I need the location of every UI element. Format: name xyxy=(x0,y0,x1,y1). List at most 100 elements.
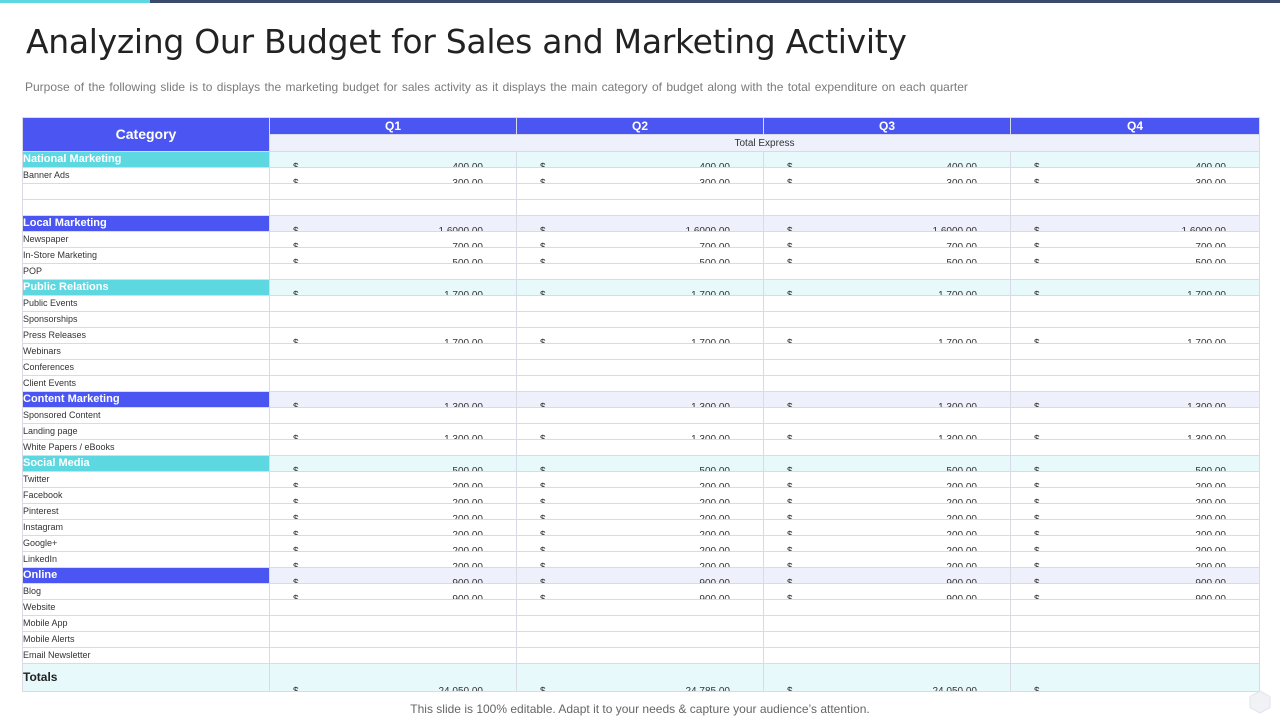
currency-symbol: $ xyxy=(1034,685,1040,692)
row-label xyxy=(22,183,270,200)
row-label: Press Releases xyxy=(22,327,270,344)
currency-symbol: $ xyxy=(293,685,299,692)
amount: 200.00 xyxy=(1195,497,1226,504)
amount: 300.00 xyxy=(1195,177,1226,184)
value-cell: $200.00 xyxy=(763,551,1011,568)
currency-symbol: $ xyxy=(787,257,793,264)
value-cell: $200.00 xyxy=(269,503,517,520)
value-cell: $1,300.00 xyxy=(1010,391,1260,408)
amount: 500.00 xyxy=(699,257,730,264)
table-row: White Papers / eBooks xyxy=(22,439,1260,456)
currency-symbol: $ xyxy=(1034,497,1040,504)
table-row xyxy=(22,183,1260,200)
amount: 200.00 xyxy=(452,481,483,488)
amount: 1,6000.00 xyxy=(685,225,731,232)
currency-symbol: $ xyxy=(1034,177,1040,184)
value-cell: $400.00 xyxy=(1010,151,1260,168)
row-label: Mobile App xyxy=(22,615,270,632)
value-cell: $500.00 xyxy=(516,455,764,472)
currency-symbol: $ xyxy=(1034,337,1040,344)
amount: 200.00 xyxy=(699,529,730,536)
table-row: Blog $900.00 $900.00 $900.00 $900.00 xyxy=(22,583,1260,600)
row-label: Facebook xyxy=(22,487,270,504)
currency-symbol: $ xyxy=(540,241,546,248)
amount: 700.00 xyxy=(452,241,483,248)
category-label: National Marketing xyxy=(22,151,270,168)
budget-table: Category Q1 Q2 Q3 Q4 Total Express Natio… xyxy=(22,117,1260,692)
amount: 1,300.00 xyxy=(938,433,977,440)
value-cell xyxy=(516,295,764,312)
amount: 1,700.00 xyxy=(691,337,730,344)
value-cell xyxy=(1010,615,1260,632)
quarter-header: Q3 xyxy=(763,117,1011,135)
value-cell: $1,300.00 xyxy=(1010,423,1260,440)
currency-symbol: $ xyxy=(293,337,299,344)
value-cell: $200.00 xyxy=(1010,503,1260,520)
top-accent-line xyxy=(0,0,1280,3)
currency-symbol: $ xyxy=(787,593,793,600)
currency-symbol: $ xyxy=(293,577,299,584)
amount: 1,6000.00 xyxy=(1181,225,1227,232)
currency-symbol: $ xyxy=(787,577,793,584)
value-cell xyxy=(269,359,517,376)
row-label xyxy=(22,199,270,216)
amount: 400.00 xyxy=(946,161,977,168)
currency-symbol: $ xyxy=(1034,241,1040,248)
amount: 200.00 xyxy=(452,513,483,520)
amount: 900.00 xyxy=(452,577,483,584)
amount: 900.00 xyxy=(1195,577,1226,584)
value-cell: $200.00 xyxy=(763,471,1011,488)
value-cell: $300.00 xyxy=(269,167,517,184)
currency-symbol: $ xyxy=(540,177,546,184)
category-header: Category xyxy=(22,117,270,152)
totals-row: Totals $24,050.00 $24,785.00 $24,050.00 $ xyxy=(22,663,1260,692)
amount: 1,300.00 xyxy=(1187,401,1226,408)
value-cell xyxy=(1010,375,1260,392)
value-cell: $1,700.00 xyxy=(763,327,1011,344)
amount: 1,6000.00 xyxy=(438,225,484,232)
value-cell: $1,300.00 xyxy=(269,391,517,408)
amount: 1,700.00 xyxy=(444,337,483,344)
value-cell xyxy=(516,439,764,456)
currency-symbol: $ xyxy=(787,497,793,504)
currency-symbol: $ xyxy=(540,561,546,568)
value-cell xyxy=(763,263,1011,280)
value-cell: $1,300.00 xyxy=(269,423,517,440)
currency-symbol: $ xyxy=(540,161,546,168)
value-cell: $900.00 xyxy=(763,567,1011,584)
row-label: Website xyxy=(22,599,270,616)
value-cell: $500.00 xyxy=(516,247,764,264)
value-cell: $200.00 xyxy=(516,551,764,568)
value-cell xyxy=(763,183,1011,200)
value-cell xyxy=(269,599,517,616)
currency-symbol: $ xyxy=(540,433,546,440)
currency-symbol: $ xyxy=(1034,529,1040,536)
value-cell: $400.00 xyxy=(269,151,517,168)
value-cell: $200.00 xyxy=(763,503,1011,520)
currency-symbol: $ xyxy=(1034,513,1040,520)
row-label: POP xyxy=(22,263,270,280)
amount: 1,300.00 xyxy=(938,401,977,408)
total-cell: $24,050.00 xyxy=(269,663,517,692)
currency-symbol: $ xyxy=(787,241,793,248)
row-label: Instagram xyxy=(22,519,270,536)
category-row: Social Media $500.00 $500.00 $500.00 $500.00 xyxy=(22,455,1260,472)
amount: 500.00 xyxy=(946,465,977,472)
category-label: Social Media xyxy=(22,455,270,472)
table-row: In-Store Marketing $500.00 $500.00 $500.00 $… xyxy=(22,247,1260,264)
value-cell: $200.00 xyxy=(269,471,517,488)
row-label: Twitter xyxy=(22,471,270,488)
value-cell xyxy=(516,199,764,216)
value-cell: $700.00 xyxy=(269,231,517,248)
amount: 1,700.00 xyxy=(444,289,483,296)
row-label: Google+ xyxy=(22,535,270,552)
value-cell: $900.00 xyxy=(1010,567,1260,584)
currency-symbol: $ xyxy=(1034,465,1040,472)
table-row: Sponsorships xyxy=(22,311,1260,328)
value-cell: $500.00 xyxy=(269,455,517,472)
currency-symbol: $ xyxy=(293,529,299,536)
value-cell: $900.00 xyxy=(269,583,517,600)
value-cell xyxy=(269,295,517,312)
currency-symbol: $ xyxy=(293,497,299,504)
amount: 1,700.00 xyxy=(938,337,977,344)
